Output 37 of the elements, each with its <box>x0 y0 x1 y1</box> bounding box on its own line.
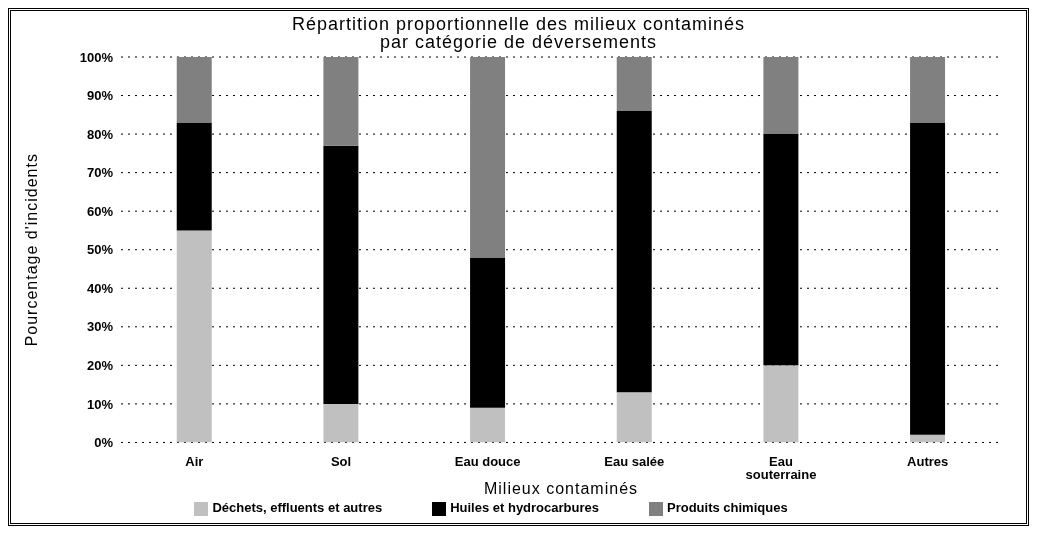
x-axis-title: Milieux contaminés <box>483 480 639 498</box>
y-tick-label: 40% <box>86 280 114 296</box>
bar <box>910 57 946 123</box>
y-tick-label: 60% <box>86 203 114 219</box>
y-tick-label: 0% <box>94 435 114 451</box>
bar <box>323 403 359 443</box>
bar <box>763 134 799 366</box>
y-tick-label: 20% <box>86 357 114 373</box>
bar <box>176 230 212 443</box>
bar <box>763 57 799 135</box>
y-tick-label: 50% <box>86 242 114 258</box>
bar <box>910 122 946 435</box>
y-axis-title: Pourcentage d'incidents <box>22 153 40 347</box>
legend-label: Produits chimiques <box>666 500 788 516</box>
y-tick-label: 90% <box>86 88 114 104</box>
x-tick-label: Sol <box>330 453 352 469</box>
x-tick-label: Autres <box>907 453 949 469</box>
x-tick-label: Eau souterraine <box>745 453 817 482</box>
bar <box>616 57 652 111</box>
bar <box>470 57 506 258</box>
bar <box>910 434 946 443</box>
chart-title: Répartition proportionnelle des milieux contaminés par catégorie de déversements <box>290 13 747 52</box>
y-tick-label: 10% <box>86 396 114 412</box>
legend-label: Huiles et hydrocarbures <box>450 500 599 516</box>
y-tick-label: 30% <box>86 319 114 335</box>
y-tick-label: 70% <box>86 165 114 181</box>
x-tick-label: Eau douce <box>454 453 521 469</box>
x-tick-label: Eau salée <box>604 453 665 469</box>
y-tick-label: 100% <box>79 49 114 65</box>
bar <box>763 365 799 443</box>
x-tick-label: Air <box>185 453 204 469</box>
bar <box>616 392 652 443</box>
legend-label: Déchets, effluents et autres <box>212 500 383 516</box>
bar <box>470 407 506 443</box>
y-tick-label: 80% <box>86 126 114 142</box>
bar <box>323 57 359 146</box>
bar <box>176 57 212 123</box>
